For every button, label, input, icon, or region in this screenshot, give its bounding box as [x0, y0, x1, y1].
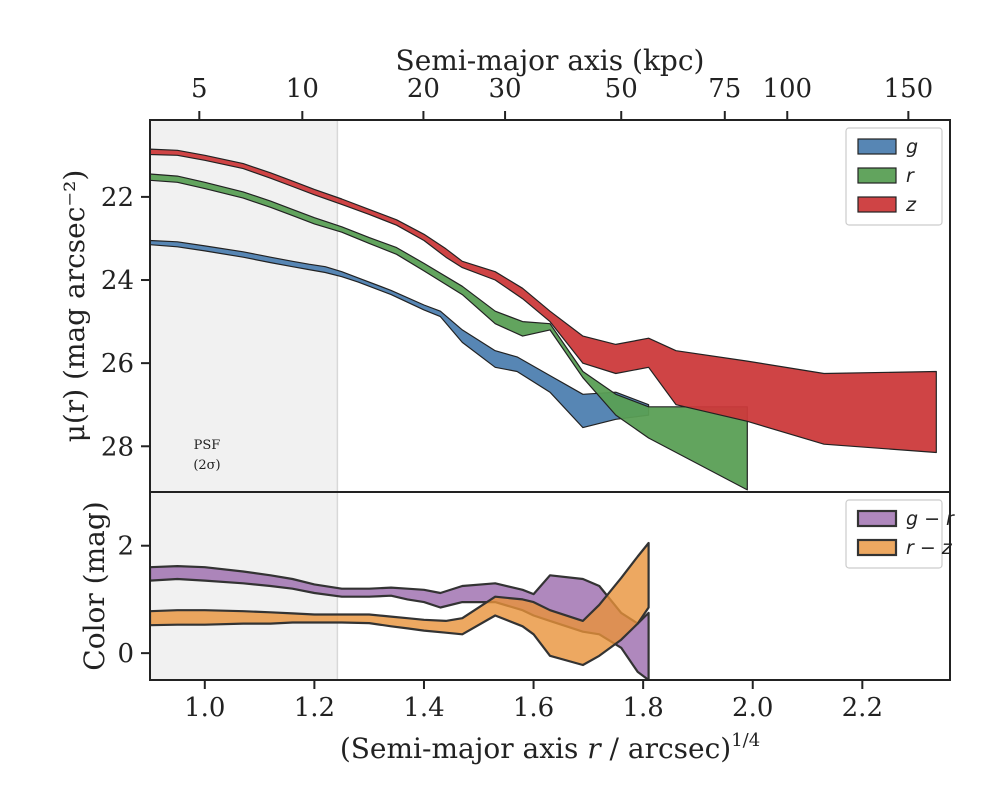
top-x-tick-label: 5 [191, 74, 208, 104]
color-panel: 0 2 g − r r − z 1.0 1.2 1.4 1.6 1.8 2.0 2.2 [117, 491, 955, 723]
legend-label-r: r [906, 165, 915, 187]
legend-swatch-g [857, 138, 897, 155]
legend-label-z: z [905, 194, 917, 216]
panel-frame [149, 491, 951, 681]
x-axis-title-variable: r [587, 732, 602, 765]
y-tick-label: 24 [101, 266, 134, 296]
y-tick-label: 26 [101, 349, 134, 379]
top-x-tick-label: 20 [407, 74, 440, 104]
psf-annotation-line: (2σ) [193, 458, 220, 473]
series-band-z [150, 148, 937, 454]
bottom-x-tick-label: 1.8 [622, 693, 663, 723]
bottom-axis-title: (Semi-major axis r / arcsec)1/4 [340, 730, 760, 765]
top-x-tick-label: 100 [762, 74, 812, 104]
bottom-x-tick-label: 1.6 [513, 693, 554, 723]
series-band-g-r [150, 565, 650, 680]
legend-swatch-g-r [856, 509, 898, 528]
top-x-tick-label: 30 [489, 74, 522, 104]
bottom-x-tick-label: 2.0 [732, 693, 773, 723]
x-axis-title-tail: / arcsec) [601, 732, 732, 765]
top-x-tick-label: 10 [286, 74, 319, 104]
x-axis-title-exponent: 1/4 [731, 730, 760, 751]
bottom-x-tick-label: 1.2 [294, 693, 335, 723]
top-x-tick-label: 50 [605, 74, 638, 104]
y-tick-label: 2 [117, 532, 134, 562]
legend-label-g: g [906, 136, 918, 158]
surface-brightness-panel: 22 24 26 28 grz 5 10 20 30 50 75 100 150 PSF (2σ) [101, 74, 951, 493]
series-group [150, 148, 937, 491]
y-tick-label: 28 [101, 432, 134, 462]
legend-label-g-r: g − r [906, 508, 955, 530]
top-x-tick-label: 75 [708, 74, 741, 104]
top-axis-title: Semi-major axis (kpc) [396, 44, 705, 77]
bottom-x-tick-label: 1.0 [184, 693, 225, 723]
series-group [150, 541, 650, 680]
x-axis-title-main: (Semi-major axis [340, 732, 587, 765]
bottom-x-tick-label: 1.4 [403, 693, 444, 723]
y-tick-label: 0 [117, 639, 134, 669]
legend-label-r-z: r − z [906, 537, 953, 559]
bottom-panel-y-axis-title: Color (mag) [78, 501, 111, 670]
bottom-x-tick-label: 2.2 [842, 693, 883, 723]
series-band-r [150, 173, 748, 491]
top-x-tick-label: 150 [884, 74, 934, 104]
series-band-r-z [150, 541, 650, 667]
psf-annotation-line: PSF [194, 438, 221, 453]
legend-swatch-z [857, 196, 897, 213]
y-tick-label: 22 [101, 183, 134, 213]
legend-swatch-r [857, 167, 897, 184]
legend-swatch-r-z [856, 538, 898, 557]
top-panel-y-axis-title: μ(r) (mag arcsec⁻²) [58, 170, 91, 443]
